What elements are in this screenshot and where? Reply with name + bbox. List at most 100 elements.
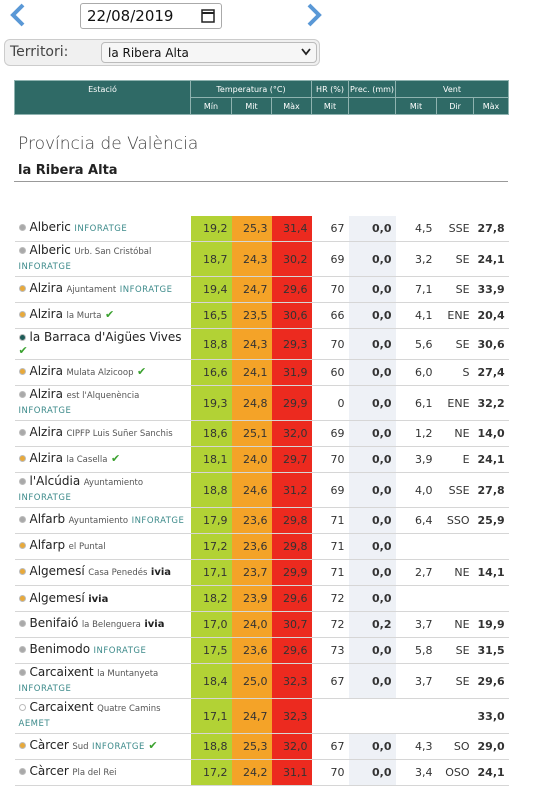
value: 16,6 bbox=[203, 366, 228, 379]
station-row: Alzira est l'Alquenència INFORATGE 19,3 24… bbox=[14, 385, 509, 421]
status-dot bbox=[18, 620, 26, 627]
value: 18,6 bbox=[203, 427, 228, 440]
temp-max: 30,2 bbox=[271, 241, 312, 277]
humidity: 70 bbox=[311, 276, 349, 303]
value: 0,0 bbox=[372, 222, 392, 235]
check-icon: ✔ bbox=[110, 452, 121, 465]
precipitation: 0,0 bbox=[348, 241, 396, 277]
value: 70 bbox=[330, 453, 345, 466]
value: 66 bbox=[330, 309, 345, 322]
value: S bbox=[462, 366, 470, 379]
station-cell: Alzira Ajuntament INFORATGE bbox=[14, 276, 191, 303]
status-dot bbox=[18, 516, 26, 523]
value: 18,4 bbox=[203, 674, 228, 688]
badge: INFORATGE bbox=[74, 224, 128, 234]
temp-max: 32,3 bbox=[271, 698, 312, 734]
station-sub: Ayuntamiento bbox=[83, 478, 144, 488]
station-sub: CIPFP Luis Suñer Sanchis bbox=[66, 429, 173, 439]
value: 5,6 bbox=[415, 337, 433, 351]
value: NE bbox=[454, 566, 470, 579]
value: 29,8 bbox=[283, 540, 308, 553]
value: 67 bbox=[330, 222, 345, 235]
value: 0,0 bbox=[372, 427, 392, 440]
value: 0,0 bbox=[372, 592, 392, 605]
value: OSO bbox=[445, 766, 470, 779]
value: 20,4 bbox=[477, 309, 505, 322]
value: 73 bbox=[330, 644, 345, 657]
status-dot bbox=[18, 224, 26, 231]
value: 16,5 bbox=[203, 309, 228, 322]
wind-mit bbox=[395, 585, 437, 612]
value: 19,3 bbox=[203, 396, 228, 410]
value: 18,7 bbox=[203, 252, 228, 266]
station-name: Benimodo bbox=[29, 642, 91, 656]
value: 0,0 bbox=[372, 283, 392, 296]
value: 0,0 bbox=[372, 309, 392, 322]
station-cell: la Barraca d'Aigües Vives ✔ bbox=[14, 328, 191, 360]
value: 24,1 bbox=[477, 453, 505, 466]
calendar-icon[interactable] bbox=[201, 8, 215, 23]
wind-mit: 3,9 bbox=[395, 446, 437, 473]
temp-mit: 24,2 bbox=[231, 759, 272, 786]
value: 23,9 bbox=[243, 592, 268, 605]
temp-max: 31,4 bbox=[271, 216, 312, 242]
temp-min: 18,8 bbox=[190, 733, 232, 760]
value: 32,3 bbox=[283, 709, 308, 723]
wind-max: 24,1 bbox=[473, 241, 509, 277]
temp-max: 31,9 bbox=[271, 359, 312, 386]
temp-max: 29,6 bbox=[271, 276, 312, 303]
wind-max: 24,1 bbox=[473, 446, 509, 473]
value: 17,5 bbox=[203, 644, 228, 657]
header-sub: Màx bbox=[270, 97, 313, 115]
wind-max: 29,6 bbox=[473, 663, 509, 699]
status-dot bbox=[18, 704, 26, 711]
wind-dir: SO bbox=[436, 733, 474, 760]
precipitation: 0,0 bbox=[348, 733, 396, 760]
wind-dir: SSE bbox=[436, 216, 474, 242]
temp-mit: 24,8 bbox=[231, 385, 272, 421]
station-name: Alzira bbox=[29, 387, 63, 401]
station-sub: Mulata Alzicoop bbox=[66, 368, 134, 378]
status-dot bbox=[18, 768, 26, 775]
station-cell: Carcaixent la Muntanyeta INFORATGE bbox=[14, 663, 191, 699]
temp-mit: 23,9 bbox=[231, 585, 272, 612]
wind-mit: 7,1 bbox=[395, 276, 437, 303]
precipitation: 0,0 bbox=[348, 585, 396, 612]
value: SE bbox=[455, 337, 470, 351]
value: 3,2 bbox=[415, 252, 433, 266]
value: 31,9 bbox=[283, 366, 308, 379]
wind-max: 31,5 bbox=[473, 637, 509, 664]
station-sub: Ajuntament bbox=[66, 285, 117, 295]
territory-select[interactable]: la Ribera Alta bbox=[101, 42, 317, 63]
value: ENE bbox=[447, 396, 470, 410]
station-sub: Ayuntamiento bbox=[68, 516, 129, 526]
temp-min: 19,3 bbox=[190, 385, 232, 421]
value: 6,4 bbox=[415, 514, 433, 527]
value: SE bbox=[455, 674, 470, 688]
value: 24,0 bbox=[243, 453, 268, 466]
wind-max: 30,6 bbox=[473, 328, 509, 360]
select-value: la Ribera Alta bbox=[108, 46, 189, 60]
wind-dir: NE bbox=[436, 559, 474, 586]
temp-max: 32,0 bbox=[271, 420, 312, 447]
value: 18,8 bbox=[203, 337, 228, 351]
value: SE bbox=[455, 252, 470, 266]
station-row: Alberic Urb. San Cristóbal INFORATGE 18,7… bbox=[14, 241, 509, 277]
date-input[interactable]: 22/08/2019 bbox=[80, 3, 222, 29]
station-cell: Benimodo INFORATGE bbox=[14, 637, 191, 664]
value: NE bbox=[454, 427, 470, 440]
value: 5,8 bbox=[415, 644, 433, 657]
station-name: Alzira bbox=[29, 425, 63, 439]
value: 29,7 bbox=[283, 453, 308, 466]
badge: INFORATGE bbox=[119, 285, 173, 295]
value: 24,7 bbox=[243, 283, 268, 296]
value: 17,2 bbox=[203, 540, 228, 553]
badge: INFORATGE bbox=[18, 684, 72, 694]
prev-day[interactable] bbox=[8, 2, 28, 28]
temp-mit: 24,3 bbox=[231, 241, 272, 277]
next-day[interactable] bbox=[304, 2, 324, 28]
precipitation: 0,0 bbox=[348, 446, 396, 473]
wind-dir: SSE bbox=[436, 472, 474, 508]
station-cell: Alzira la Murta ✔ bbox=[14, 302, 191, 329]
temp-mit: 24,7 bbox=[231, 276, 272, 303]
